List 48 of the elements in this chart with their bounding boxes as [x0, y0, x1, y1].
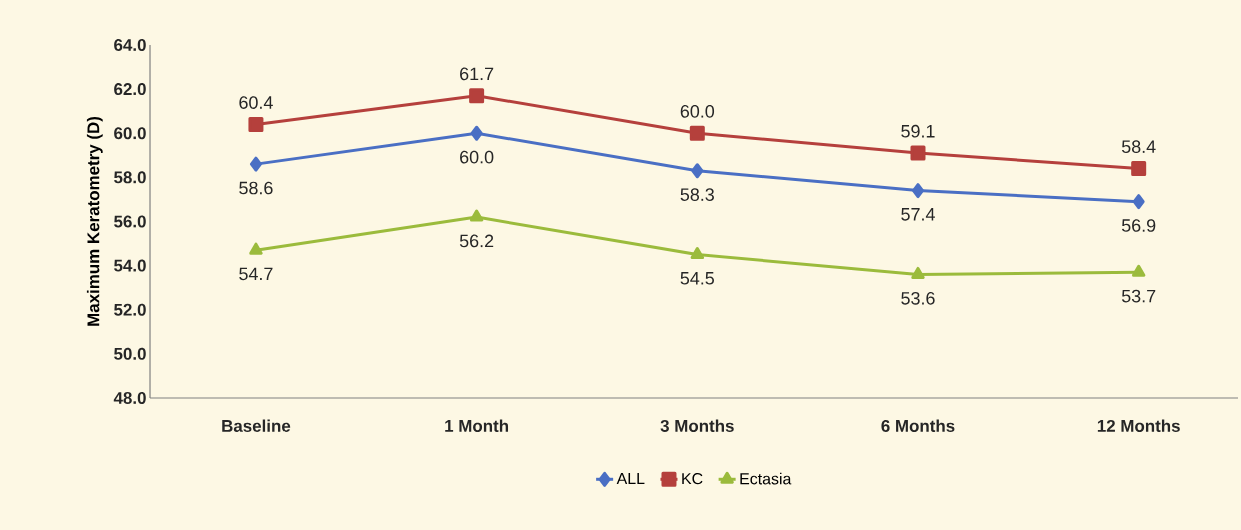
y-axis-title: Maximum Keratometry (D): [86, 116, 103, 326]
data-label: 56.9: [1121, 219, 1156, 232]
y-tick-label: 58.0: [114, 171, 146, 184]
y-tick-label: 48.0: [113, 391, 146, 404]
point: [691, 163, 704, 179]
y-tick-label: 56.0: [114, 215, 146, 228]
point: [249, 156, 262, 172]
x-tick-label: Baseline: [222, 419, 291, 432]
data-label: 54.7: [239, 267, 273, 281]
point: [1131, 264, 1146, 277]
y-tick-label: 52.0: [114, 303, 146, 316]
x-tick-label: 3 Months: [660, 419, 734, 432]
x-tick-label: 1 Month: [445, 419, 509, 432]
x-tick-label: 12 Months: [1097, 419, 1180, 432]
data-label: 60.4: [239, 96, 273, 109]
point: [249, 242, 263, 255]
data-label: 58.3: [680, 188, 714, 201]
data-label: 61.7: [460, 67, 494, 81]
data-label: 53.6: [901, 291, 935, 305]
data-label: 60.0: [460, 150, 494, 164]
y-tick-label: 62.0: [114, 83, 146, 96]
point: [1132, 194, 1145, 210]
legend-label: Ectasia: [740, 472, 792, 485]
data-label: 58.6: [239, 181, 273, 195]
x-tick-label: 6 Months: [881, 419, 955, 432]
y-tick-label: 60.0: [114, 127, 146, 140]
point: [248, 116, 264, 132]
y-tick-label: 50.0: [114, 347, 146, 360]
data-label: 56.2: [459, 234, 494, 248]
point: [1131, 161, 1147, 177]
data-label: 53.7: [1121, 289, 1156, 303]
point: [911, 183, 924, 199]
point: [470, 125, 483, 141]
point: [690, 247, 704, 260]
data-label: 54.5: [680, 272, 714, 285]
data-label: 58.4: [1121, 140, 1156, 154]
point: [689, 125, 705, 141]
point: [469, 209, 484, 222]
data-label: 60.0: [680, 105, 715, 118]
point: [469, 88, 485, 104]
legend-label: KC: [682, 472, 703, 485]
data-label: 57.4: [901, 208, 935, 221]
data-label: 59.1: [901, 124, 935, 138]
legend-label: ALL: [616, 473, 645, 485]
y-tick-label: 64.0: [114, 38, 146, 51]
point: [910, 145, 926, 161]
y-tick-label: 54.0: [114, 259, 146, 272]
point: [911, 266, 925, 279]
